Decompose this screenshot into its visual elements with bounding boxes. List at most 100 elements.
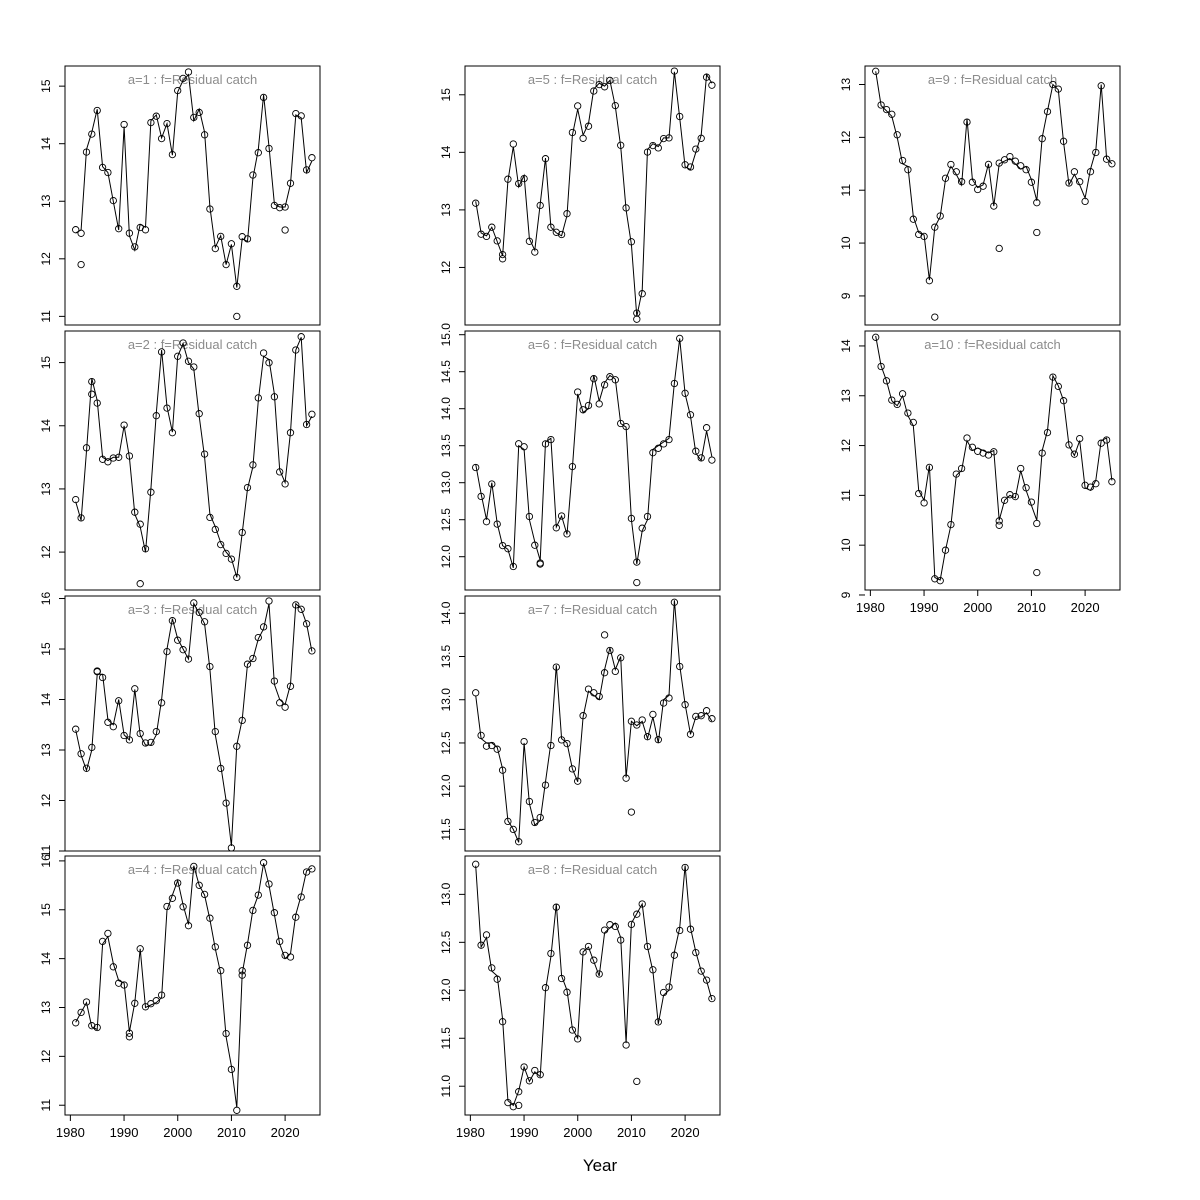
- data-point: [936, 212, 944, 220]
- data-point: [509, 1103, 517, 1111]
- data-point: [233, 573, 241, 582]
- data-point: [482, 742, 491, 750]
- data-point: [211, 525, 219, 534]
- data-point: [686, 925, 695, 933]
- data-point: [200, 450, 209, 458]
- data-point: [947, 520, 955, 529]
- data-point: [568, 765, 577, 773]
- x-tick-label: 2020: [1071, 600, 1100, 615]
- data-point: [131, 508, 139, 516]
- data-point: [654, 1018, 662, 1026]
- data-point: [136, 520, 144, 528]
- data-point: [259, 349, 268, 357]
- data-point: [643, 148, 652, 156]
- data-point: [254, 149, 262, 157]
- data-point: [227, 844, 236, 852]
- outlier-point: [233, 312, 241, 321]
- data-point: [152, 997, 160, 1005]
- data-point: [509, 140, 517, 148]
- data-point: [504, 817, 512, 826]
- y-tick-label: 13.5: [439, 645, 453, 669]
- data-point: [638, 900, 646, 908]
- data-point: [590, 375, 598, 383]
- data-point: [259, 93, 268, 102]
- data-point: [141, 1003, 150, 1011]
- data-point: [574, 102, 582, 110]
- data-point: [88, 130, 96, 138]
- x-tick-label: 1990: [910, 600, 939, 615]
- data-point: [136, 945, 144, 953]
- data-point: [200, 618, 209, 626]
- data-point: [952, 470, 960, 478]
- data-point: [82, 998, 91, 1006]
- data-point: [222, 549, 230, 558]
- data-point: [147, 118, 155, 127]
- data-point: [659, 440, 668, 448]
- data-point: [179, 646, 187, 654]
- data-point: [286, 953, 295, 961]
- panel-a7: a=7 : f=Residual catch 11.5 12.0 12.5 13.0 13…: [439, 595, 721, 852]
- data-point: [531, 541, 539, 549]
- data-point: [141, 226, 150, 234]
- panel-border: [864, 65, 1121, 326]
- data-point: [493, 520, 501, 528]
- data-point: [509, 562, 517, 571]
- panel-a5: a=5 : f=Residual catch 12 13 14 15: [439, 65, 721, 326]
- data-point: [265, 144, 273, 153]
- data-point: [184, 357, 193, 365]
- data-point: [493, 237, 501, 245]
- data-point: [82, 764, 91, 772]
- fit-line: [75, 337, 313, 578]
- data-point: [627, 514, 636, 523]
- outlier-point: [995, 521, 1003, 529]
- data-point: [488, 480, 496, 488]
- data-point: [622, 1041, 630, 1049]
- data-point: [184, 922, 193, 930]
- data-point: [120, 120, 128, 129]
- data-point: [893, 131, 901, 139]
- data-point: [920, 499, 928, 507]
- data-point: [574, 777, 582, 785]
- panel-border: [64, 65, 321, 326]
- data-point: [531, 818, 539, 827]
- data-point: [557, 230, 566, 239]
- outlier-point: [93, 668, 101, 676]
- panel-a2: a=2 : f=Residual catch 12 13 14 15: [39, 330, 321, 591]
- data-point: [270, 677, 279, 685]
- fit-line: [475, 338, 713, 568]
- data-point: [254, 394, 262, 402]
- data-point: [168, 617, 177, 625]
- panel-title: a=1 : f=Residual catch: [128, 72, 257, 87]
- data-point: [195, 410, 203, 418]
- data-point: [936, 577, 944, 585]
- data-point: [995, 517, 1003, 525]
- data-point: [292, 601, 300, 609]
- data-point: [1043, 107, 1052, 116]
- data-point: [595, 692, 603, 701]
- data-point: [265, 359, 273, 367]
- data-point: [520, 1063, 528, 1071]
- data-point: [692, 447, 700, 455]
- data-point: [552, 524, 560, 532]
- data-point: [302, 420, 311, 429]
- panel-title: a=2 : f=Residual catch: [128, 337, 257, 352]
- data-point: [708, 715, 716, 723]
- data-point: [515, 838, 523, 846]
- data-point: [638, 716, 646, 724]
- panel-a9: a=9 : f=Residual catch 9 10 11 12 13: [839, 65, 1121, 326]
- panel-a1: a=1 : f=Residual catch 11 12 13 14 15: [39, 65, 321, 326]
- data-point: [477, 731, 485, 740]
- data-point: [72, 725, 80, 733]
- data-point: [952, 168, 960, 176]
- y-tick-label: 13.0: [439, 882, 453, 906]
- data-point: [568, 1026, 577, 1034]
- data-point: [281, 480, 289, 488]
- data-point: [541, 781, 550, 789]
- outlier-point: [498, 255, 507, 263]
- data-point: [584, 122, 593, 130]
- x-tick-label: 1980: [856, 600, 885, 615]
- data-point: [115, 697, 123, 705]
- fit-line: [475, 600, 713, 843]
- data-point: [557, 736, 566, 744]
- y-tick-label: 11.5: [439, 1027, 453, 1050]
